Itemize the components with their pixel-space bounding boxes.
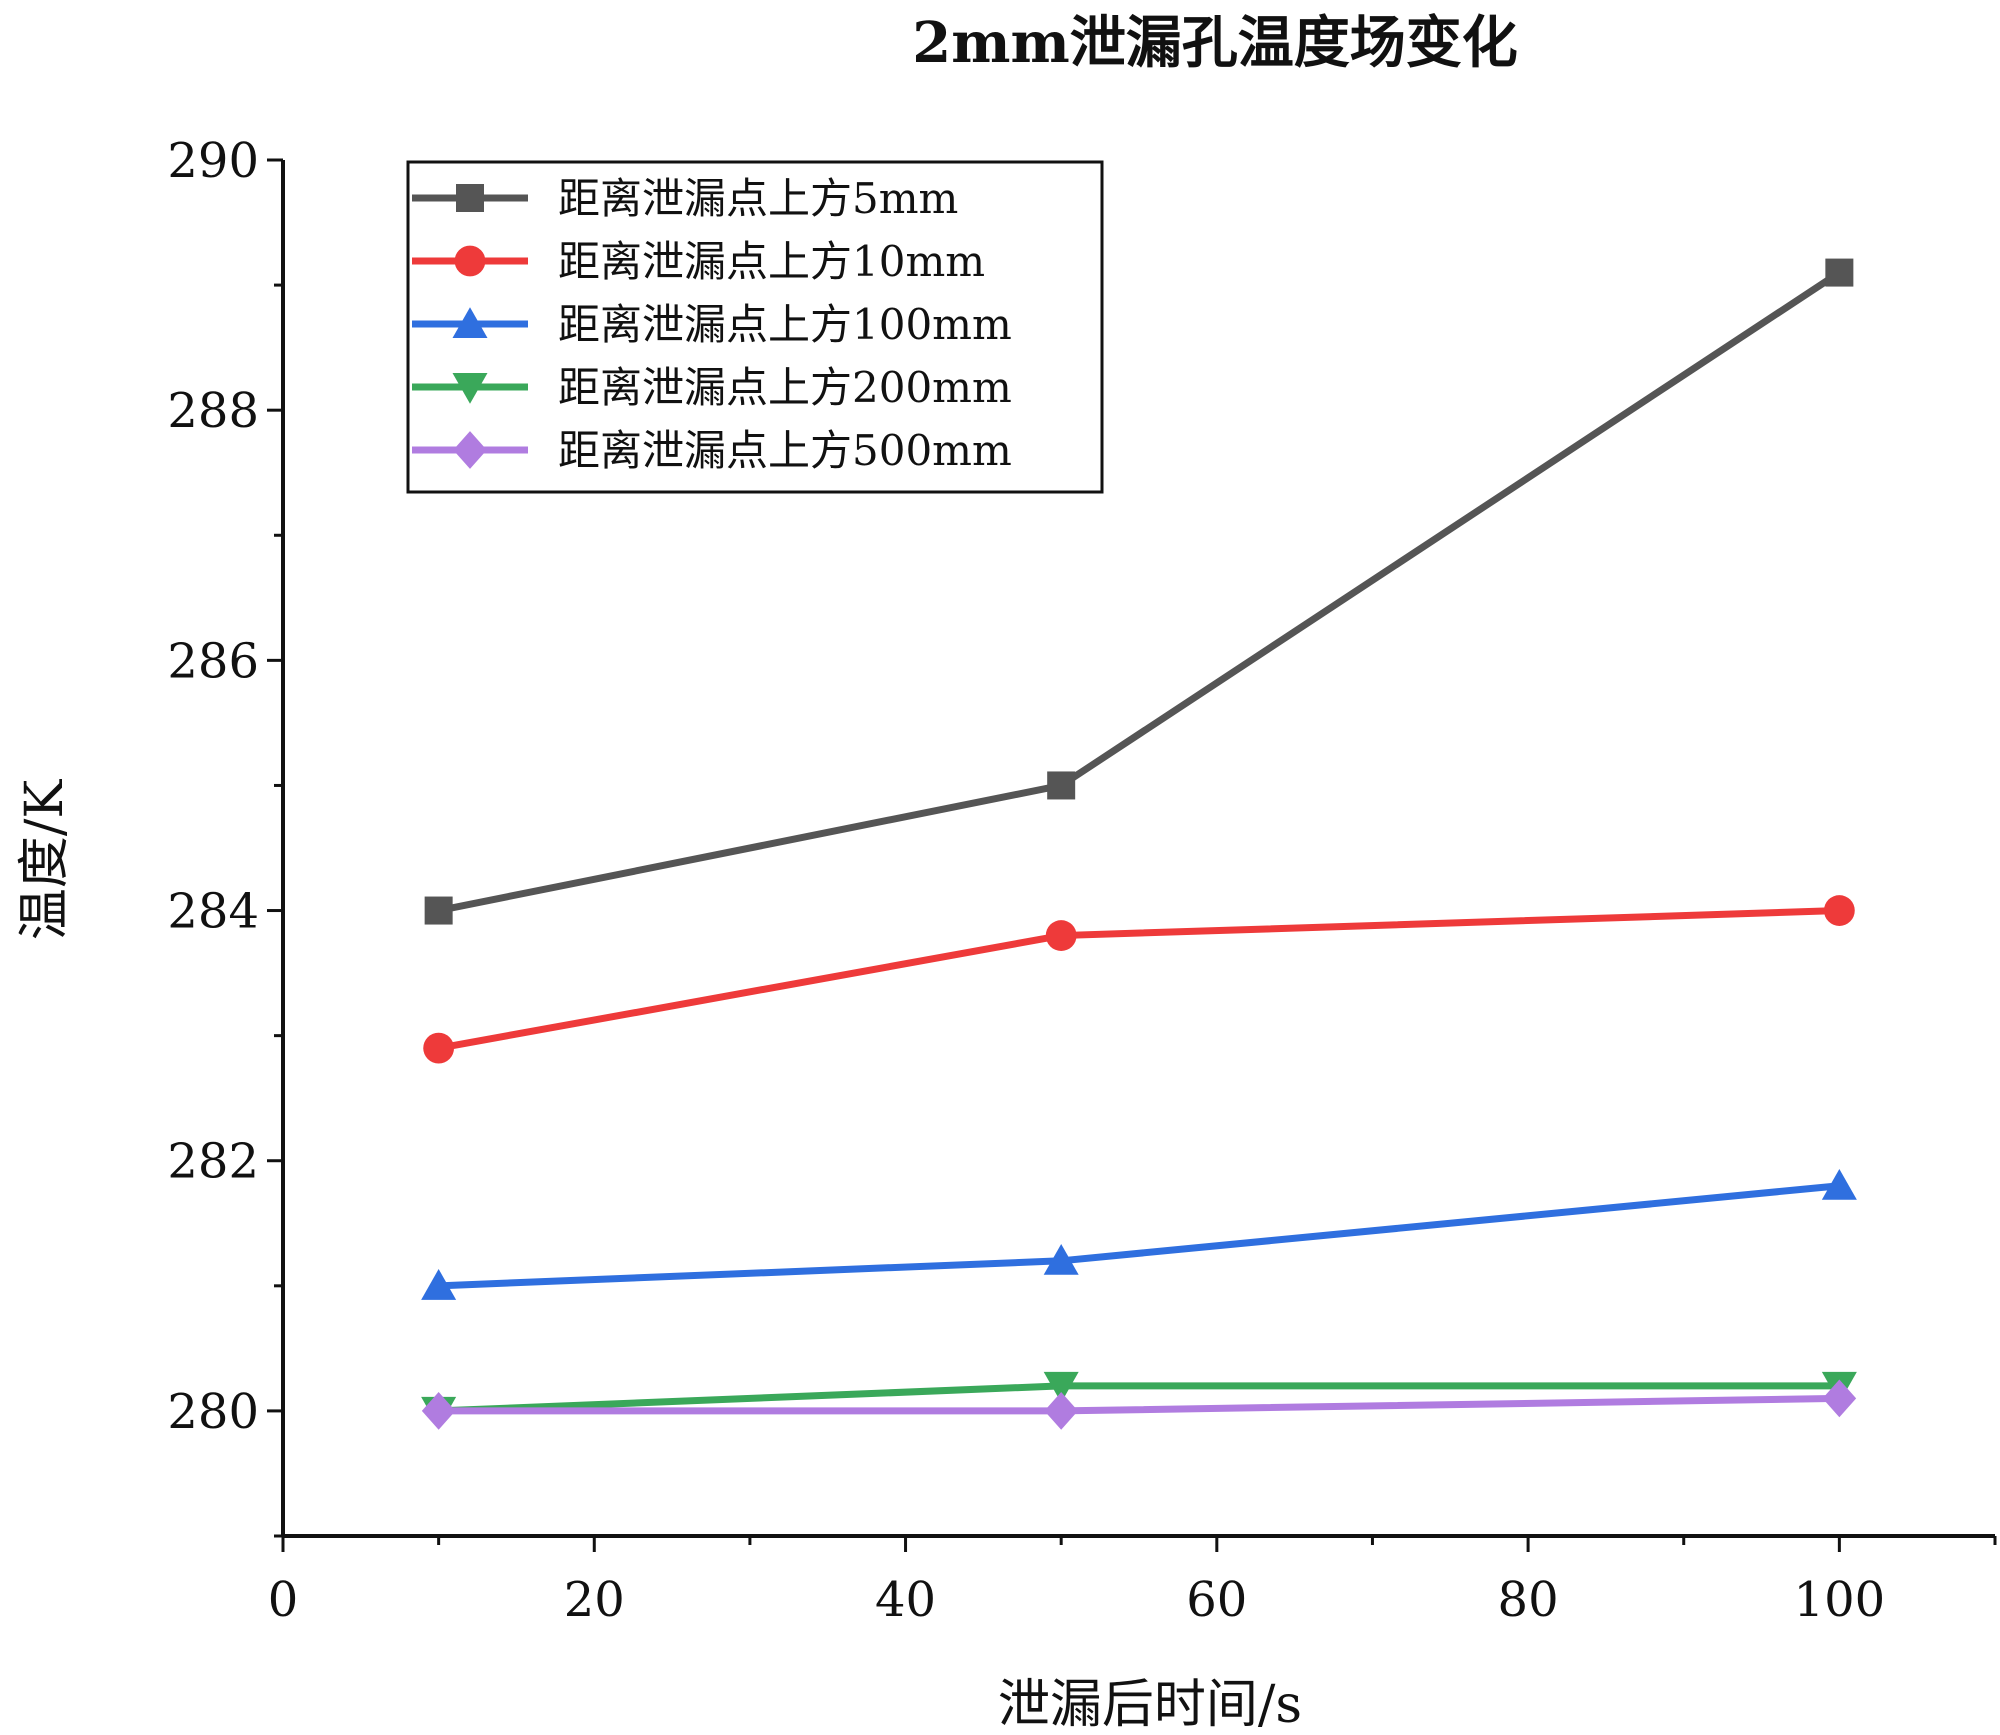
legend: 距离泄漏点上方5mm 距离泄漏点上方10mm 距离泄漏点上方100mm 距离泄漏点上方… [406,160,1104,494]
legend-marker [453,431,487,469]
axes: 280 282 284 286 288 290 0 20 40 60 80 100 [167,133,1997,1628]
x-tick-label: 20 [564,1572,625,1628]
legend-label: 距离泄漏点上方10mm [558,237,985,286]
y-tick-label: 284 [167,884,259,940]
series-layer [421,258,1857,1430]
y-tick-label: 282 [167,1134,259,1190]
series-2 [423,895,1855,1064]
y-tick-label: 280 [167,1384,259,1440]
data-point [1047,771,1076,800]
series-3 [421,1168,1857,1300]
legend-item: 距离泄漏点上方10mm [412,237,985,286]
data-point [1043,1371,1079,1403]
series-line [438,1182,1840,1290]
data-point [424,896,453,925]
data-point [423,1032,455,1064]
y-axis-title: 温度/K [15,779,75,941]
legend-label: 距离泄漏点上方500mm [558,426,1012,475]
y-tick-label: 286 [167,633,259,689]
legend-item: 距离泄漏点上方200mm [412,363,1012,412]
data-point [421,1269,457,1300]
series-1 [424,258,1854,925]
x-tick-label: 60 [1186,1572,1247,1628]
legend-item: 距离泄漏点上方100mm [412,300,1012,349]
series-5 [421,1379,1857,1430]
legend-marker [452,373,488,404]
x-tick-label: 80 [1498,1572,1559,1628]
legend-marker [456,184,484,212]
data-point [1044,1392,1078,1430]
legend-marker [452,307,488,338]
y-tick-label: 290 [167,133,259,189]
x-tick-label: 0 [268,1572,299,1628]
legend-label: 距离泄漏点上方100mm [558,300,1012,349]
legend-label: 距离泄漏点上方5mm [558,174,958,223]
data-point [1821,1168,1857,1200]
data-point [1825,258,1854,287]
data-point [421,1392,456,1430]
data-point [1822,1379,1857,1418]
legend-item: 距离泄漏点上方5mm [412,174,958,223]
x-tick-label: 100 [1794,1572,1886,1628]
x-axis-title: 泄漏后时间/s [998,1675,1302,1735]
series-line [438,907,1840,1052]
x-tick-label: 40 [875,1572,936,1628]
data-point [1045,920,1077,951]
data-point [1823,895,1855,926]
y-tick-label: 288 [167,383,259,439]
legend-marker [454,245,486,277]
data-point [1043,1244,1079,1275]
chart-title: 2mm泄漏孔温度场变化 [912,10,1517,76]
legend-item: 距离泄漏点上方500mm [412,426,1012,475]
legend-label: 距离泄漏点上方200mm [558,363,1012,412]
